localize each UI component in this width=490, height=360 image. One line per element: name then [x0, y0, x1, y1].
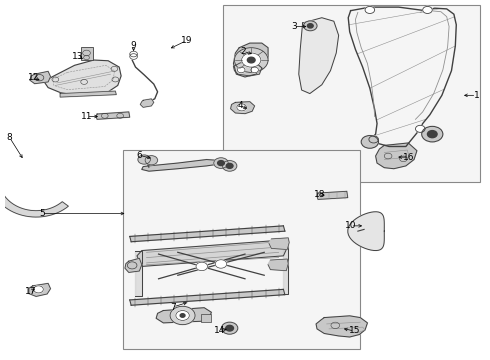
Text: 5: 5 [39, 209, 45, 218]
Polygon shape [130, 289, 285, 305]
Circle shape [180, 314, 185, 317]
Bar [81, 47, 93, 60]
Text: 17: 17 [24, 287, 36, 296]
Polygon shape [268, 259, 288, 271]
Circle shape [145, 156, 158, 165]
Circle shape [416, 125, 425, 132]
Circle shape [222, 161, 237, 171]
Polygon shape [60, 91, 116, 97]
Circle shape [365, 6, 375, 13]
Circle shape [176, 311, 189, 320]
Bar [122, 150, 360, 349]
Bar [223, 5, 480, 182]
Text: 18: 18 [314, 190, 325, 199]
Circle shape [234, 48, 268, 72]
Polygon shape [125, 258, 142, 273]
Text: 4: 4 [237, 102, 243, 111]
Bar [201, 314, 211, 322]
Circle shape [170, 306, 195, 325]
Text: 8: 8 [7, 133, 13, 142]
Circle shape [34, 286, 43, 293]
Text: 19: 19 [181, 36, 192, 45]
Polygon shape [135, 251, 142, 296]
Circle shape [361, 136, 378, 148]
Circle shape [242, 53, 261, 67]
Circle shape [307, 24, 313, 28]
Polygon shape [0, 188, 69, 217]
Circle shape [369, 136, 378, 143]
Polygon shape [130, 226, 285, 242]
Text: 1: 1 [473, 91, 479, 100]
Text: 10: 10 [345, 221, 356, 230]
Polygon shape [233, 62, 262, 76]
Text: 13: 13 [72, 52, 84, 61]
Circle shape [196, 262, 208, 271]
Circle shape [218, 161, 224, 166]
Circle shape [215, 260, 227, 268]
Polygon shape [96, 112, 130, 119]
Text: 14: 14 [214, 327, 226, 336]
Polygon shape [142, 159, 221, 171]
Polygon shape [156, 308, 211, 323]
Circle shape [221, 322, 238, 334]
Polygon shape [137, 240, 288, 266]
Text: 9: 9 [131, 41, 137, 50]
Circle shape [226, 163, 233, 168]
Text: 15: 15 [349, 327, 360, 336]
Polygon shape [44, 60, 121, 95]
Polygon shape [376, 143, 417, 169]
Text: 2: 2 [240, 47, 246, 56]
Circle shape [138, 155, 150, 164]
Text: 11: 11 [81, 112, 92, 121]
Text: 3: 3 [291, 22, 297, 31]
Polygon shape [140, 99, 154, 107]
Polygon shape [29, 283, 50, 296]
Polygon shape [283, 240, 288, 294]
Text: 7: 7 [170, 302, 176, 311]
Circle shape [422, 126, 443, 142]
Polygon shape [231, 102, 255, 114]
Polygon shape [317, 191, 348, 199]
Text: 6: 6 [137, 151, 142, 160]
Polygon shape [30, 71, 50, 84]
Circle shape [130, 51, 137, 57]
Polygon shape [316, 316, 368, 337]
Polygon shape [299, 18, 339, 94]
Polygon shape [233, 43, 268, 77]
Text: 12: 12 [28, 73, 39, 82]
Circle shape [237, 104, 246, 111]
Text: 16: 16 [402, 153, 414, 162]
Circle shape [247, 57, 255, 63]
Circle shape [130, 54, 137, 59]
Polygon shape [269, 238, 289, 249]
Circle shape [214, 158, 228, 168]
Polygon shape [348, 212, 384, 251]
Circle shape [304, 21, 317, 31]
Circle shape [427, 131, 437, 138]
Circle shape [237, 67, 245, 73]
Circle shape [251, 67, 258, 73]
Circle shape [226, 325, 233, 331]
Circle shape [423, 6, 432, 13]
